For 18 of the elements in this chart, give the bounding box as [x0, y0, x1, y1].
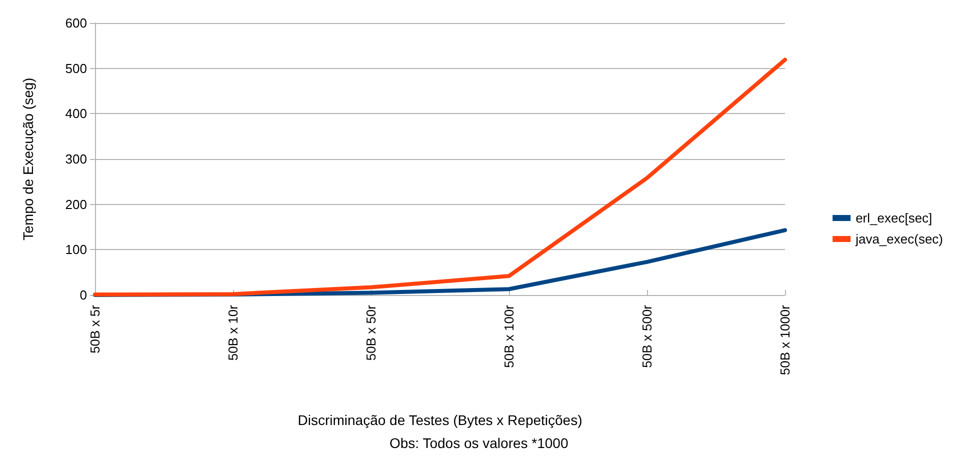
x-tick-label: 50B x 1000r [778, 304, 792, 376]
x-tick-label: 50B x 10r [226, 304, 240, 361]
x-tick-label: 50B x 5r [88, 304, 102, 354]
y-tick-label: 300 [65, 152, 87, 166]
legend-label: java_exec(sec) [854, 232, 944, 246]
y-tick-label: 0 [80, 288, 87, 302]
y-tick-label: 400 [65, 106, 87, 122]
y-tick-label: 100 [65, 242, 87, 258]
legend-label: erl_exec[sec] [856, 210, 932, 226]
x-tick-label: 50B x 500r [640, 304, 654, 368]
y-tick-label: 600 [65, 16, 87, 30]
x-tick-label: 50B x 50r [364, 304, 378, 361]
x-tick-label: 50B x 100r [502, 304, 516, 368]
x-axis-title: Discriminação de Testes (Bytes x Repetições) [298, 412, 582, 428]
y-tick-label: 500 [65, 60, 87, 76]
y-tick-label: 200 [65, 196, 87, 212]
text: Obs: Todos os valores *1000 [390, 435, 568, 451]
y-axis-title: Tempo de Execução (seg) [20, 78, 36, 240]
